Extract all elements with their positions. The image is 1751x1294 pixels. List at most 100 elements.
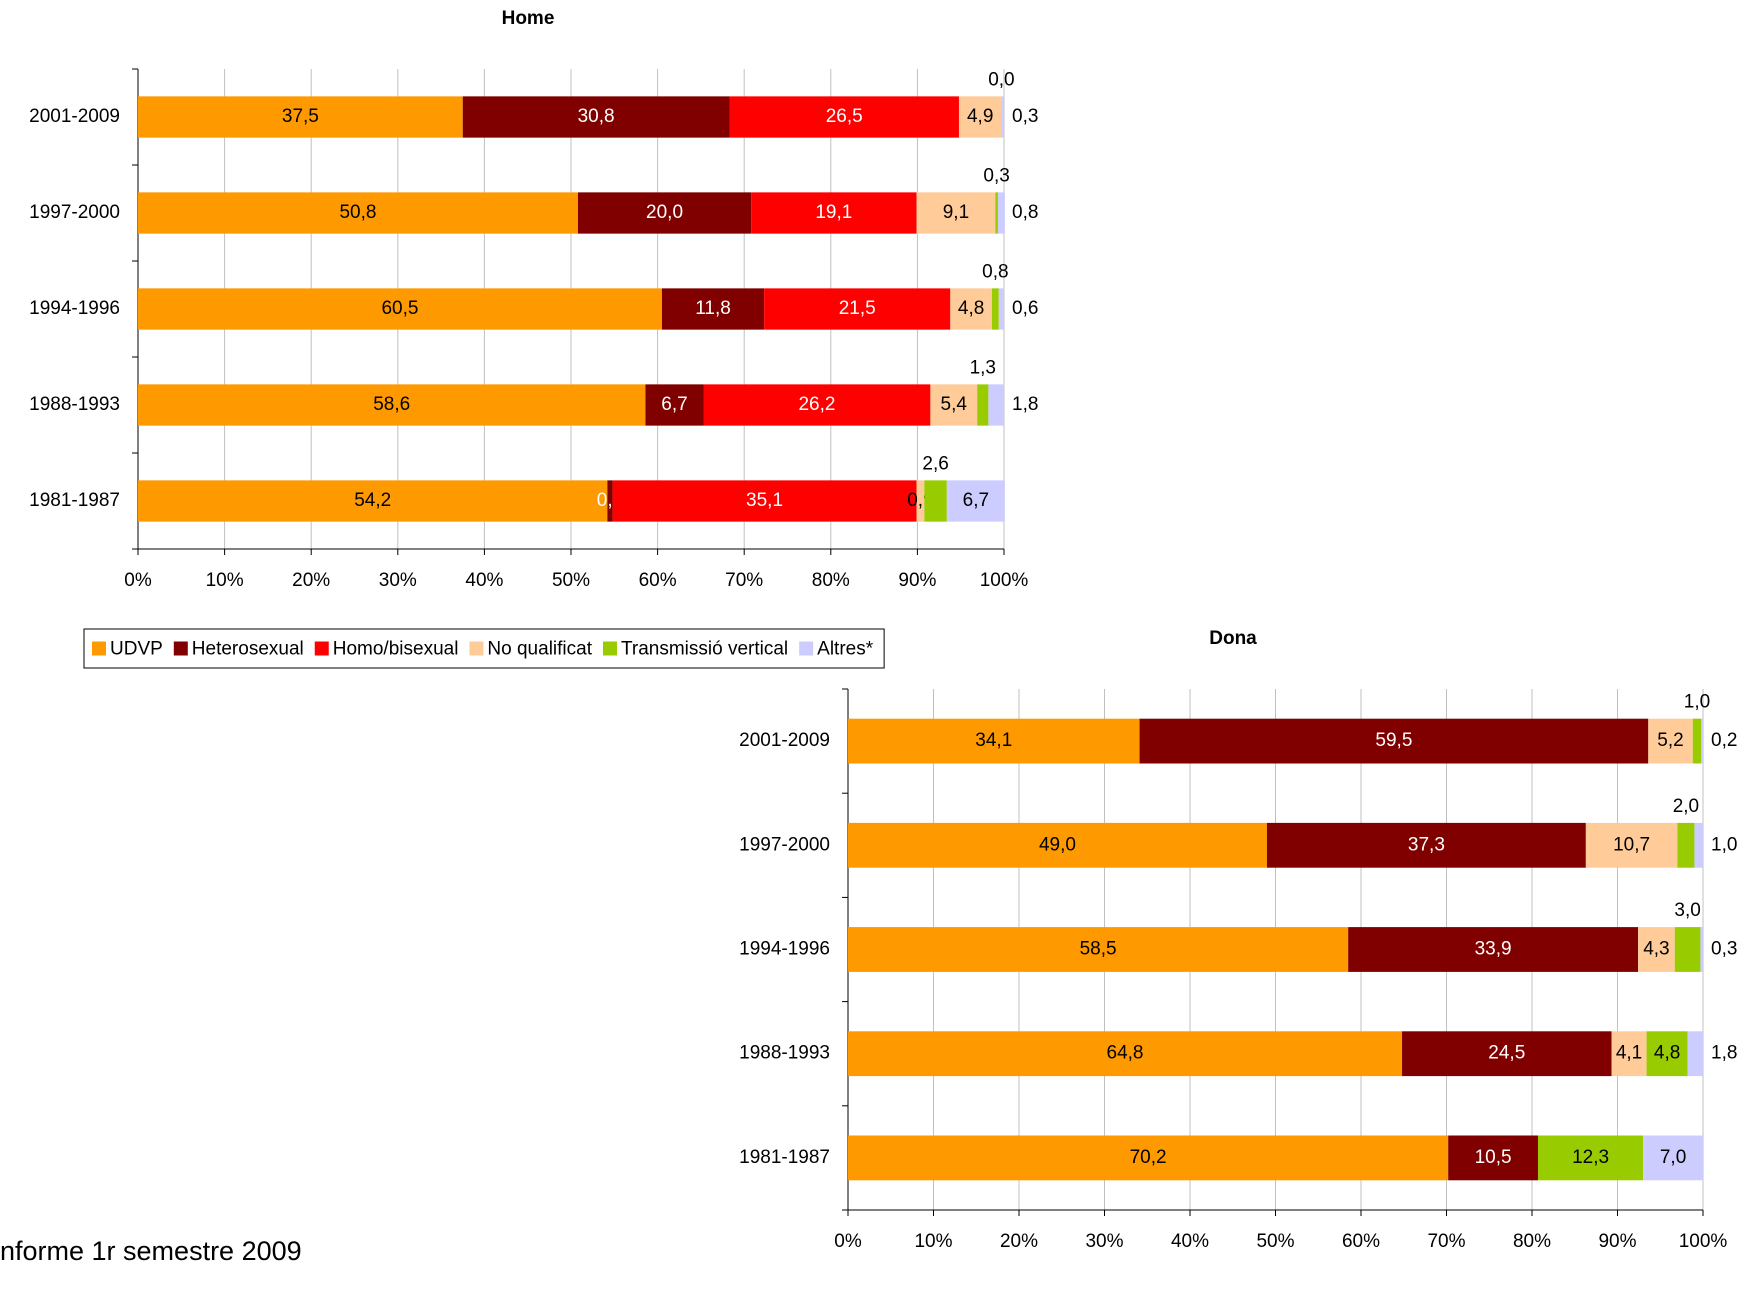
data-label: 1,8 — [1711, 1043, 1737, 1064]
x-tick-label: 90% — [898, 570, 936, 591]
data-label: 64,8 — [1107, 1043, 1144, 1064]
bar-segment — [612, 480, 917, 522]
data-label: 1,8 — [1012, 394, 1038, 415]
data-label: 35,1 — [746, 490, 783, 511]
data-label: 30,8 — [578, 106, 615, 127]
bar-segment — [138, 96, 463, 138]
bar-segment — [916, 192, 996, 234]
bar-segment — [997, 192, 1005, 234]
x-tick-label: 20% — [1000, 1231, 1038, 1252]
data-label: 33,9 — [1475, 939, 1512, 960]
data-label: 2,0 — [1673, 796, 1699, 817]
data-label: 2,6 — [922, 453, 948, 474]
x-tick-label: 50% — [1256, 1231, 1294, 1252]
data-label: 0,2 — [1711, 730, 1737, 751]
bar-segment — [991, 288, 999, 330]
data-label: 5,2 — [1657, 730, 1683, 751]
data-label: 10,7 — [1613, 834, 1650, 855]
data-label: 9,1 — [943, 202, 969, 223]
bar-segment — [916, 480, 925, 522]
x-tick-label: 10% — [206, 570, 244, 591]
data-label: 70,2 — [1130, 1147, 1167, 1168]
x-tick-label: 30% — [379, 570, 417, 591]
x-tick-label: 70% — [725, 570, 763, 591]
x-tick-label: 30% — [1085, 1231, 1123, 1252]
bar-segment — [958, 96, 1002, 138]
bar-segment — [751, 192, 917, 234]
x-tick-label: 80% — [1513, 1231, 1551, 1252]
data-label: 21,5 — [839, 298, 876, 319]
y-tick-label: 1994-1996 — [29, 298, 120, 319]
data-label: 4,8 — [1654, 1043, 1680, 1064]
bar-segment — [1611, 1031, 1647, 1077]
data-label: 24,5 — [1488, 1043, 1525, 1064]
x-tick-label: 50% — [552, 570, 590, 591]
bar-segment — [848, 1031, 1403, 1077]
bar-segment — [1700, 927, 1703, 972]
bar-segment — [1638, 927, 1675, 972]
data-label: 0,3 — [1012, 106, 1038, 127]
data-label: 0,6 — [1012, 298, 1038, 319]
data-label: 50,8 — [339, 202, 376, 223]
x-tick-label: 80% — [812, 570, 850, 591]
y-tick-label: 1981-1987 — [739, 1147, 830, 1168]
bar-segment — [1701, 718, 1703, 764]
data-label: 6,7 — [963, 490, 989, 511]
bar-segment — [729, 96, 959, 138]
x-tick-label: 10% — [914, 1231, 952, 1252]
y-tick-label: 1988-1993 — [739, 1043, 830, 1064]
legend-swatch — [602, 641, 617, 656]
bar-segment — [703, 384, 931, 426]
legend-label: UDVP — [110, 639, 163, 660]
bar-segment — [924, 480, 947, 522]
bar-segment — [1677, 822, 1695, 868]
y-tick-label: 2001-2009 — [739, 730, 830, 751]
x-tick-label: 40% — [1171, 1231, 1209, 1252]
legend-label: Transmissió vertical — [621, 639, 788, 660]
data-label: 34,1 — [975, 730, 1012, 751]
legend-swatch — [314, 641, 329, 656]
bar-segment — [998, 288, 1004, 330]
x-tick-label: 90% — [1598, 1231, 1636, 1252]
bar-segment — [1139, 718, 1649, 764]
bar-segment — [946, 480, 1005, 522]
bar-segment — [848, 718, 1140, 764]
y-tick-label: 1997-2000 — [29, 202, 120, 223]
footer: nforme 1r semestre 2009 — [0, 1236, 302, 1266]
bar-segment — [1402, 1031, 1612, 1077]
x-tick-label: 70% — [1427, 1231, 1465, 1252]
legend-label: Homo/bisexual — [333, 639, 459, 660]
x-tick-label: 100% — [1679, 1231, 1728, 1252]
chart-title: Dona — [1209, 628, 1257, 649]
bar-segment — [1537, 1135, 1644, 1181]
x-tick-label: 0% — [834, 1231, 862, 1252]
bar-segment — [1266, 822, 1586, 868]
data-label: 4,8 — [958, 298, 984, 319]
bar-segment — [1692, 718, 1702, 764]
data-label: 59,5 — [1375, 730, 1412, 751]
bar-segment — [1001, 96, 1004, 138]
bar-segment — [1694, 822, 1703, 868]
bar-segment — [848, 822, 1267, 868]
x-tick-label: 40% — [465, 570, 503, 591]
bar-segment — [950, 288, 992, 330]
data-label: 0,8 — [982, 261, 1008, 282]
data-label: 20,0 — [646, 202, 683, 223]
y-tick-label: 1997-2000 — [739, 834, 830, 855]
data-label: 58,6 — [373, 394, 410, 415]
data-label: 37,3 — [1408, 834, 1445, 855]
data-label: 10,5 — [1475, 1147, 1512, 1168]
legend-label: No qualificat — [487, 639, 592, 660]
data-label: 1,0 — [1684, 692, 1710, 713]
legend-label: Heterosexual — [192, 639, 304, 660]
y-tick-label: 2001-2009 — [29, 106, 120, 127]
bar-segment — [1646, 1031, 1688, 1077]
data-label: 12,3 — [1572, 1147, 1609, 1168]
bar-segment — [645, 384, 704, 426]
chart-title: Home — [502, 8, 555, 29]
bar-segment — [1643, 1135, 1703, 1181]
x-tick-label: 20% — [292, 570, 330, 591]
bar-segment — [1687, 1031, 1703, 1077]
data-label: 4,1 — [1616, 1043, 1642, 1064]
data-label: 4,3 — [1643, 939, 1669, 960]
